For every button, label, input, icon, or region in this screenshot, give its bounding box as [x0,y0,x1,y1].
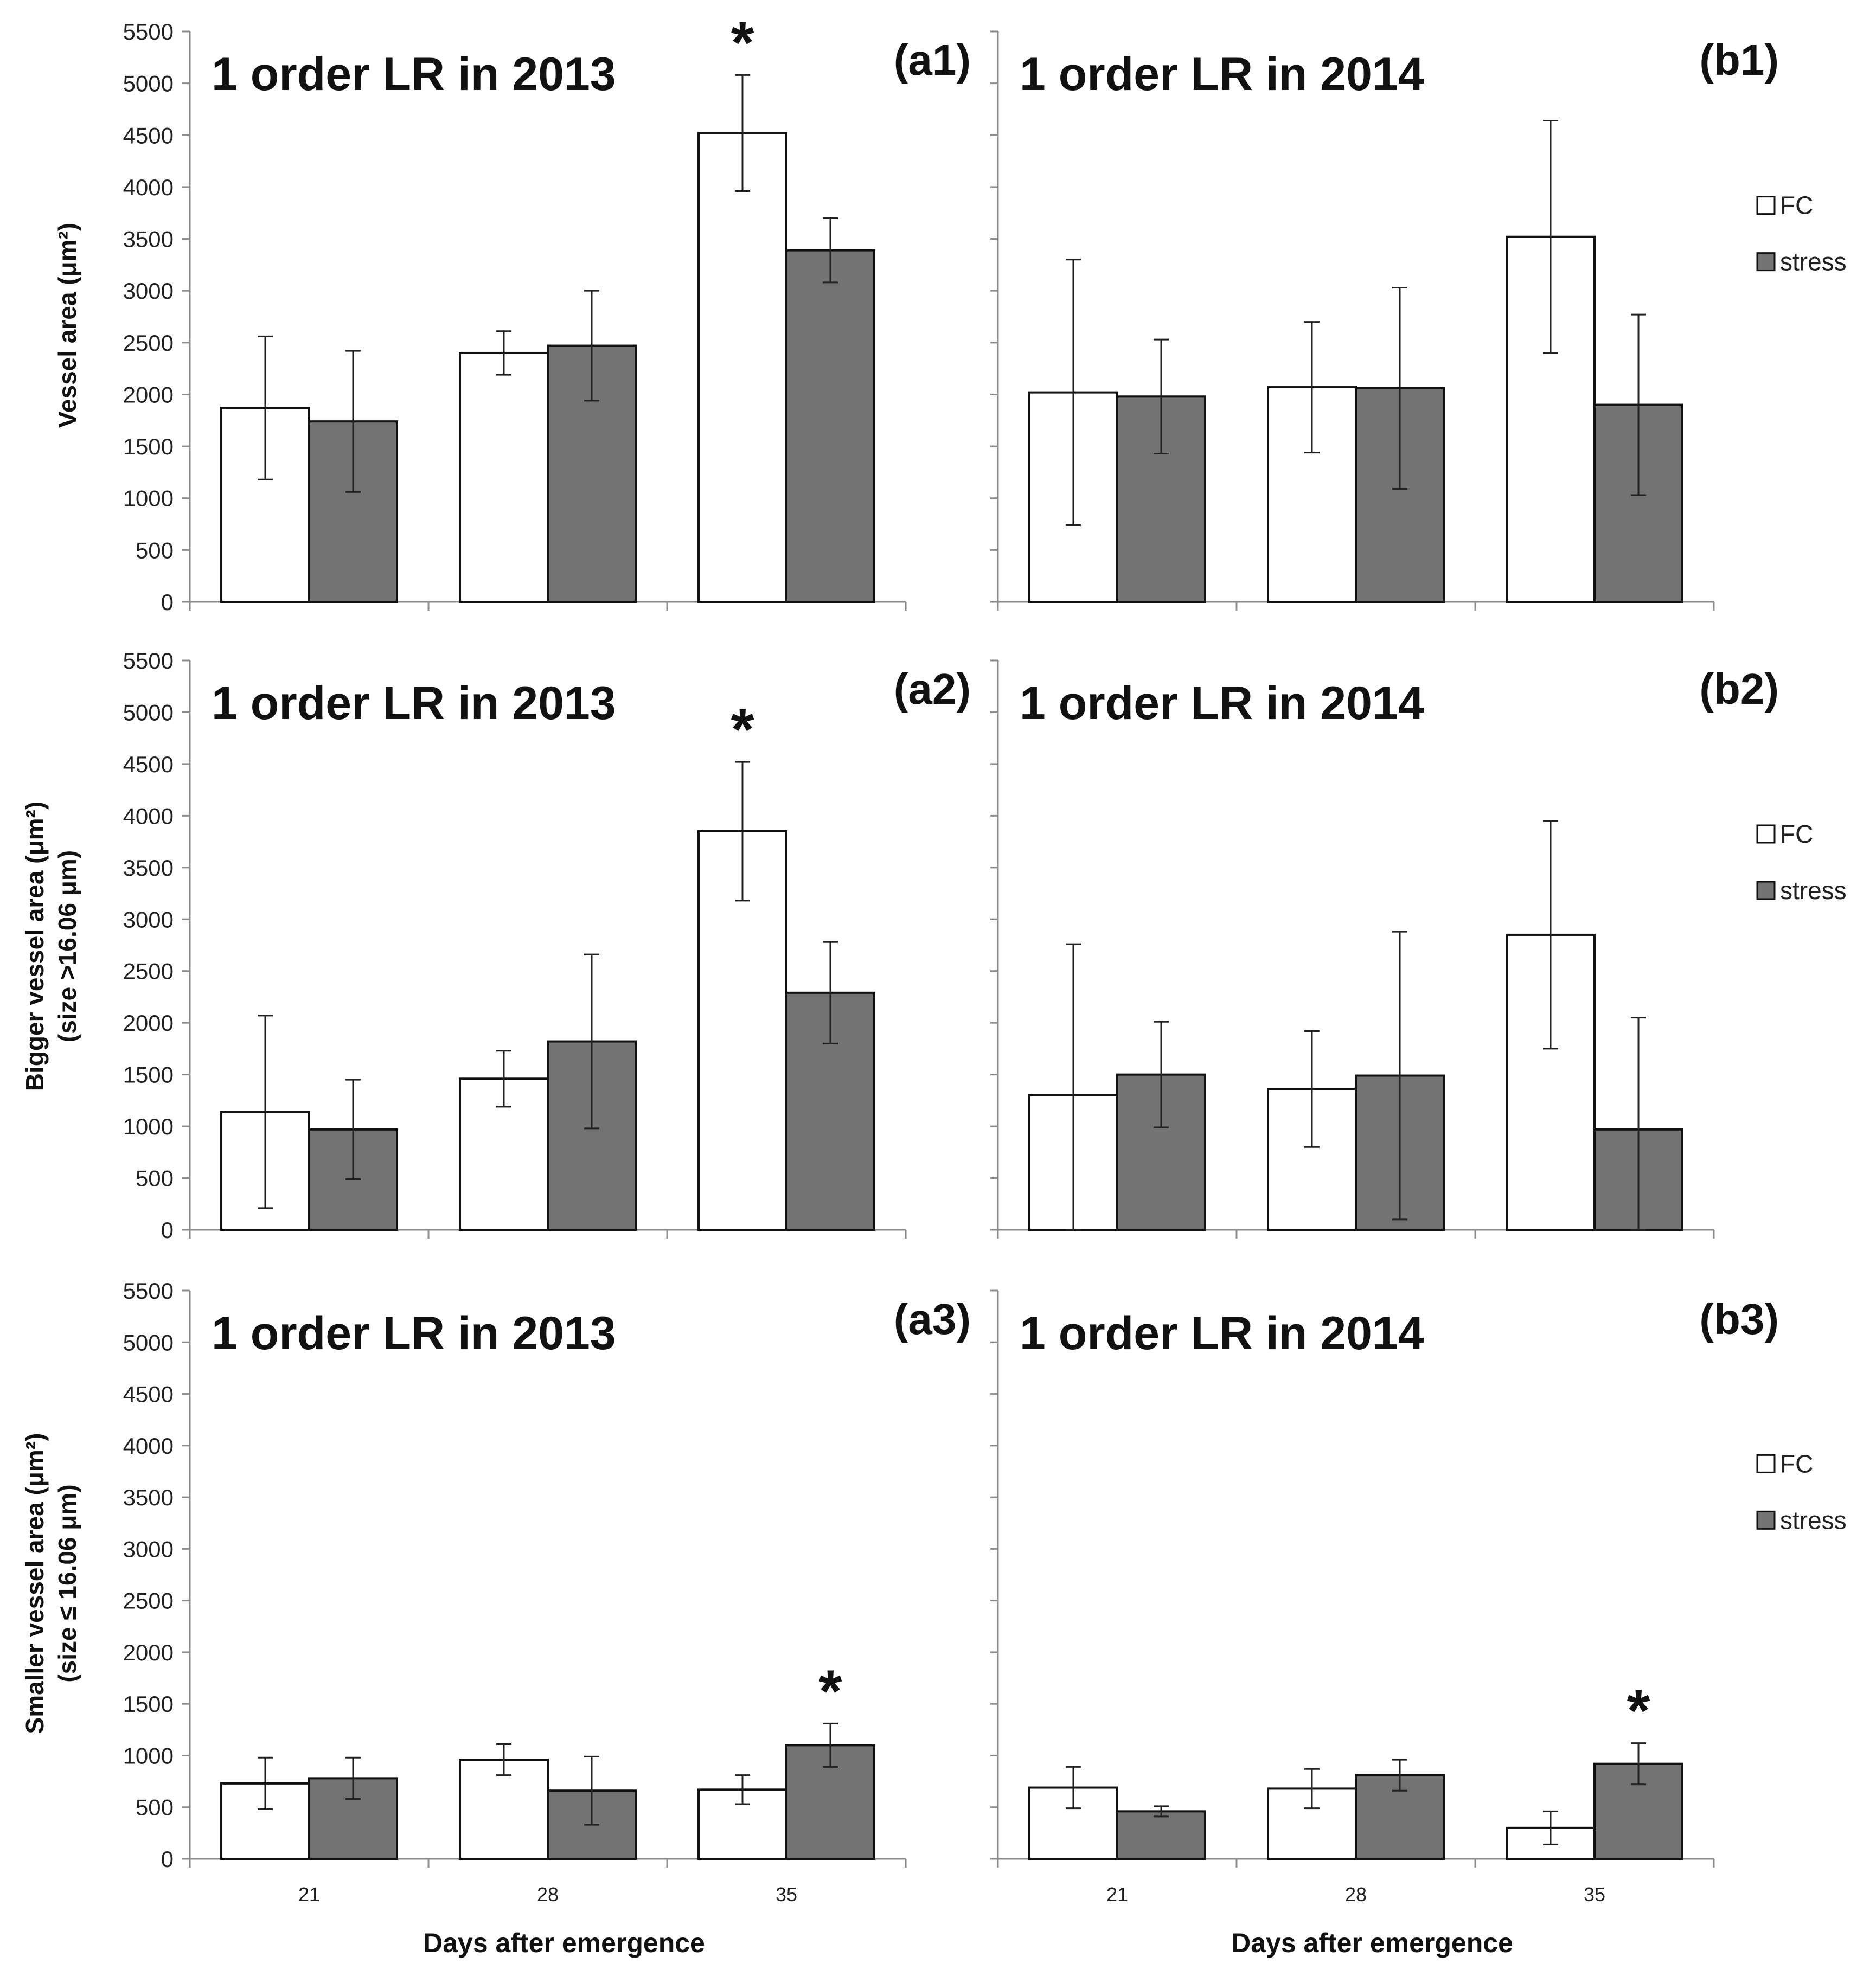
x-tick-label: 28 [537,1883,559,1906]
y-axis-label-top: Vessel area (μm²) [53,223,81,428]
y-tick-label: 3000 [123,907,174,932]
y-tick-label: 5000 [123,1330,174,1355]
panel-tag: (b3) [1699,1295,1779,1343]
y-tick-label: 1000 [123,1743,174,1768]
y-tick-label: 5500 [123,648,174,673]
y-tick-label: 4000 [123,175,174,200]
y-tick-label: 5500 [123,19,174,44]
y-tick-label: 3500 [123,1485,174,1510]
x-axis-label-left: Days after emergence [423,1928,705,1958]
bar-fc-35 [697,132,787,603]
x-axis-label-right: Days after emergence [1231,1928,1513,1958]
y-tick-label: 1000 [123,1114,174,1139]
y-tick-label: 1500 [123,434,174,459]
panel-title: 1 order LR in 2014 [1020,677,1424,729]
panel-a3: 0 500 1000 1500 2000 2500 3000 3500 4000 4500 5000… [123,1278,971,1906]
y-axis-label-mid-line2: (size >16.06 μm) [53,850,81,1042]
bar-fc-28 [459,351,549,603]
panel-tag: (b2) [1699,665,1779,713]
y-tick-label: 500 [136,1795,174,1820]
legend-label-stress: stress [1780,1506,1847,1534]
y-tick-label: 2000 [123,1010,174,1036]
y-tick-label: 2000 [123,1640,174,1665]
panel-title: 1 order LR in 2013 [212,1307,616,1359]
significance-star: * [819,1658,842,1724]
panel-tag: (b1) [1699,36,1779,84]
y-tick-label: 4500 [123,752,174,777]
significance-star: * [1627,1678,1650,1744]
legend-swatch-stress [1756,881,1776,900]
y-axis-label-bot-line1: Smaller vessel area (μm²) [21,1433,49,1734]
bar-stress-21 [1116,1810,1206,1860]
y-axis-label-mid-line1: Bigger vessel area (μm²) [21,801,49,1091]
significance-star: * [731,9,754,76]
legend-label-stress: stress [1780,248,1847,276]
x-tick-label: 21 [298,1883,320,1906]
legend-swatch-stress [1756,252,1776,272]
panel-a1: 0 500 1000 1500 2000 2500 3000 3500 4000 4500 5000… [123,9,971,615]
y-tick-label: 5500 [123,1278,174,1304]
panel-a2: 0 500 1000 1500 2000 2500 3000 3500 4000 4500 5000… [123,648,971,1243]
y-tick-label: 3000 [123,278,174,304]
legend-label-stress: stress [1780,876,1847,904]
panel-title: 1 order LR in 2014 [1020,1307,1424,1359]
y-tick-label: 3500 [123,227,174,252]
y-tick-label: 3000 [123,1536,174,1562]
panel-b2: 1 order LR in 2014 (b2) FC stress [990,659,1847,1239]
y-tick-label: 0 [161,589,174,615]
legend-swatch-fc [1756,196,1776,215]
y-tick-label: 500 [136,1166,174,1191]
y-tick-label: 3500 [123,855,174,881]
x-tick-label: 35 [1584,1883,1605,1906]
x-tick-label: 28 [1345,1883,1367,1906]
legend-label-fc: FC [1780,1449,1813,1478]
bar-fc-28 [459,1759,549,1860]
panel-tag: (a2) [894,665,971,713]
significance-star: * [731,696,754,763]
y-tick-label: 500 [136,537,174,563]
legend-swatch-stress [1756,1510,1776,1530]
y-tick-label: 2000 [123,382,174,407]
y-tick-label: 1500 [123,1062,174,1088]
bar-stress-35 [785,249,875,603]
panel-tag: (a1) [894,36,971,84]
x-tick-label: 35 [776,1883,797,1906]
legend-label-fc: FC [1780,820,1813,848]
y-tick-label: 5000 [123,700,174,725]
legend-swatch-fc [1756,1454,1776,1473]
x-tick-label: 21 [1106,1883,1128,1906]
y-tick-label: 2500 [123,959,174,984]
panel-b3: 21 28 35 * 1 order LR in 2014 (b3) FC stress [990,1289,1847,1906]
legend-label-fc: FC [1780,191,1813,220]
panel-title: 1 order LR in 2013 [212,48,616,100]
y-tick-label: 2500 [123,1588,174,1614]
y-tick-label: 1500 [123,1691,174,1717]
panel-tag: (a3) [894,1295,971,1343]
y-tick-label: 2500 [123,330,174,356]
panel-title: 1 order LR in 2013 [212,677,616,729]
y-tick-label: 0 [161,1846,174,1872]
y-tick-label: 4000 [123,1433,174,1459]
y-tick-label: 4500 [123,1382,174,1407]
y-axis-label-bot-line2: (size ≤ 16.06 μm) [53,1484,81,1682]
y-tick-label: 5000 [123,71,174,97]
y-tick-label: 4000 [123,803,174,829]
y-tick-label: 1000 [123,486,174,511]
panel-b1: 1 order LR in 2014 (b1) FC stress [990,30,1847,611]
y-tick-label: 0 [161,1217,174,1243]
panel-title: 1 order LR in 2014 [1020,48,1424,100]
y-tick-label: 4500 [123,123,174,148]
legend-swatch-fc [1756,824,1776,844]
